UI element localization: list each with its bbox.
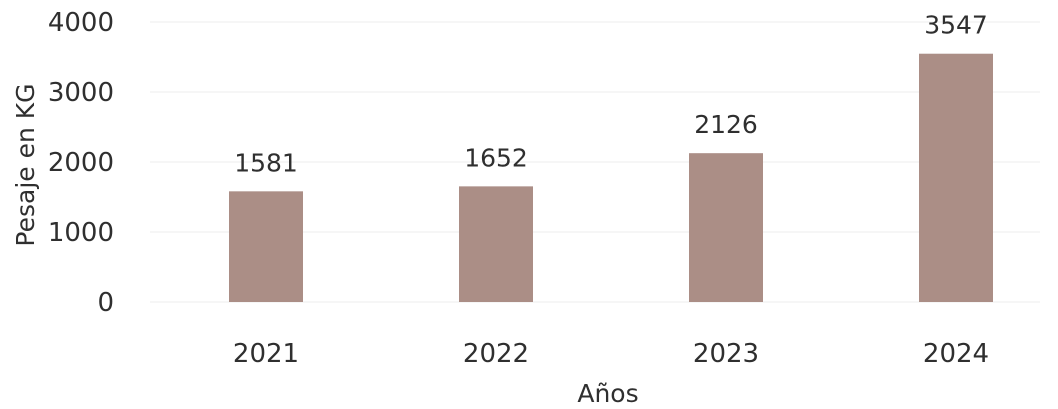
x-axis-ticks: 2021 2022 2023 2024 — [233, 339, 989, 369]
bar-2023 — [689, 153, 763, 302]
data-label-2024: 3547 — [924, 11, 988, 40]
x-tick-label: 2022 — [463, 339, 529, 369]
x-tick-label: 2021 — [233, 339, 299, 369]
y-tick-label: 3000 — [48, 78, 114, 108]
bar-2021 — [229, 191, 303, 302]
x-tick-label: 2024 — [923, 339, 989, 369]
y-tick-label: 2000 — [48, 148, 114, 178]
y-tick-label: 0 — [97, 288, 114, 318]
data-label-2023: 2126 — [694, 110, 758, 139]
bars — [229, 53, 993, 303]
data-label-2022: 1652 — [464, 143, 528, 172]
data-label-2021: 1581 — [234, 148, 298, 177]
y-tick-label: 1000 — [48, 218, 114, 248]
bar-2024 — [919, 53, 993, 303]
x-tick-label: 2023 — [693, 339, 759, 369]
data-labels: 1581 1652 2126 3547 — [234, 11, 988, 178]
x-axis-title: Años — [577, 379, 638, 408]
y-tick-label: 4000 — [48, 8, 114, 38]
bar-2022 — [459, 186, 533, 302]
y-axis-title: Pesaje en KG — [11, 83, 40, 246]
y-axis-ticks: 0 1000 2000 3000 4000 — [48, 8, 114, 318]
